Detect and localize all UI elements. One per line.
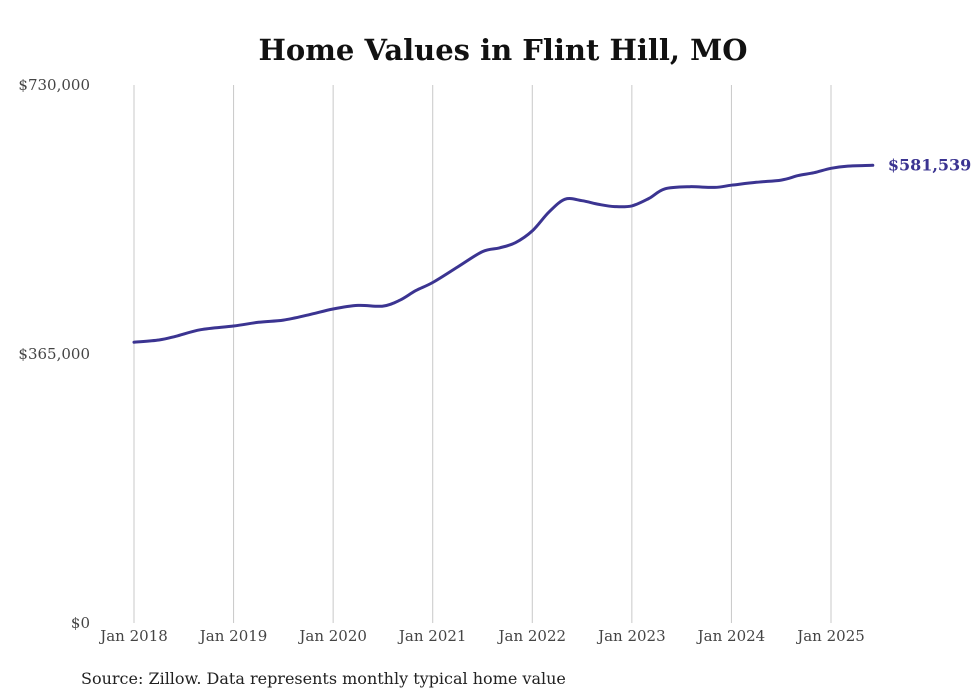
end-value-label: $581,539 (888, 155, 972, 174)
x-tick-label: Jan 2024 (696, 627, 766, 645)
chart-title: Home Values in Flint Hill, MO (259, 33, 748, 67)
x-tick-label: Jan 2022 (497, 627, 567, 645)
x-tick-label: Jan 2021 (397, 627, 467, 645)
source-note: Source: Zillow. Data represents monthly … (81, 669, 566, 688)
gridlines (133, 85, 832, 623)
x-tick-label: Jan 2020 (297, 627, 367, 645)
x-axis-ticks: Jan 2018 Jan 2019 Jan 2020 Jan 2021 Jan 2022… (98, 627, 865, 645)
x-tick-label: Jan 2025 (795, 627, 865, 645)
y-tick-label: $730,000 (18, 76, 90, 94)
y-tick-label: $0 (71, 614, 90, 632)
series-line-0 (132, 163, 875, 344)
series-layer: $581,539 (132, 155, 972, 344)
y-axis-ticks: $730,000 $365,000 $0 (18, 76, 90, 632)
x-tick-label: Jan 2019 (198, 627, 268, 645)
x-tick-label: Jan 2018 (98, 627, 168, 645)
x-tick-label: Jan 2023 (596, 627, 666, 645)
y-tick-label: $365,000 (18, 345, 90, 363)
